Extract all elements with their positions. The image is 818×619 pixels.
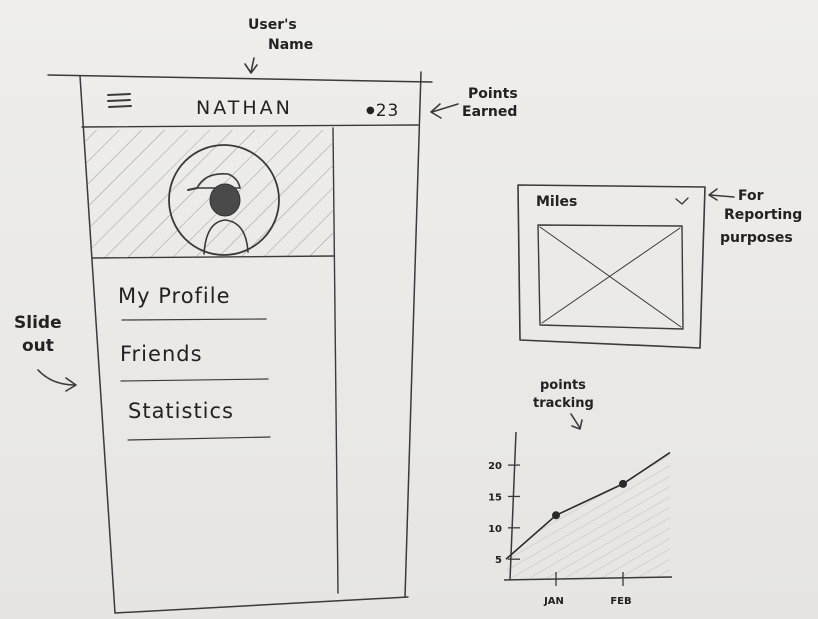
metric-dropdown[interactable]: Miles	[536, 194, 578, 210]
y-tick-label: 10	[488, 524, 502, 535]
points-earned-counter: ●23	[366, 103, 399, 120]
annotation-users-name-1: User's	[248, 17, 297, 33]
profile-cover-bottom	[91, 255, 335, 259]
menu-underline-2	[120, 378, 269, 382]
annotation-users-name-2: Name	[268, 37, 314, 53]
image-cross-1	[539, 226, 682, 328]
frame-top-line	[47, 74, 433, 83]
hamburger-icon	[107, 93, 132, 108]
drawer-edge-line	[332, 127, 339, 594]
points-dot-icon: ●	[366, 105, 376, 116]
chart-data-point	[552, 511, 560, 520]
annotation-points-tracking-1: points	[540, 378, 586, 393]
annotation-reporting-3: purposes	[720, 230, 793, 246]
menu-item-friends[interactable]: Friends	[120, 342, 203, 366]
frame-left-line	[79, 75, 116, 614]
header-divider	[81, 124, 419, 128]
points-tracking-arrow	[570, 413, 583, 430]
points-value: 23	[375, 101, 400, 121]
annotation-slide-out-2: out	[22, 336, 54, 356]
chart-area-fill	[506, 452, 670, 578]
menu-item-statistics[interactable]: Statistics	[128, 399, 234, 423]
report-card-frame	[517, 184, 706, 349]
annotation-points-tracking-2: tracking	[533, 396, 594, 411]
y-tick-label: 15	[488, 492, 502, 503]
annotation-reporting-1: For	[738, 188, 764, 204]
image-cross-2	[541, 227, 681, 324]
frame-right-line	[404, 71, 422, 598]
annotation-reporting-2: Reporting	[724, 207, 803, 223]
points-earned-arrow	[430, 103, 459, 119]
slide-out-arrow	[37, 369, 77, 392]
chevron-down-icon	[675, 197, 689, 205]
menu-item-my-profile[interactable]: My Profile	[118, 284, 231, 308]
annotation-points-earned-1: Points	[468, 86, 518, 102]
profile-cover-hatch	[84, 130, 334, 258]
menu-underline-1	[121, 318, 267, 321]
y-tick-label: 5	[495, 555, 502, 566]
user-avatar-icon	[187, 172, 249, 255]
annotation-points-earned-2: Earned	[462, 104, 518, 120]
user-name-title: NATHAN	[196, 97, 293, 119]
users-name-arrow	[244, 57, 258, 74]
menu-underline-3	[127, 436, 271, 441]
y-tick-label: 20	[488, 461, 502, 472]
report-image-frame	[537, 224, 684, 330]
x-tick-label: FEB	[610, 596, 631, 607]
x-tick-label: JAN	[543, 596, 564, 607]
chart-data-point	[619, 479, 627, 488]
reporting-arrow	[708, 188, 735, 201]
hamburger-menu-button[interactable]	[102, 88, 136, 114]
chart-x-axis	[503, 576, 673, 581]
frame-bottom-line	[114, 596, 409, 614]
chart-series-line	[505, 451, 671, 560]
annotation-slide-out-1: Slide	[14, 313, 62, 333]
avatar-circle	[168, 144, 280, 256]
